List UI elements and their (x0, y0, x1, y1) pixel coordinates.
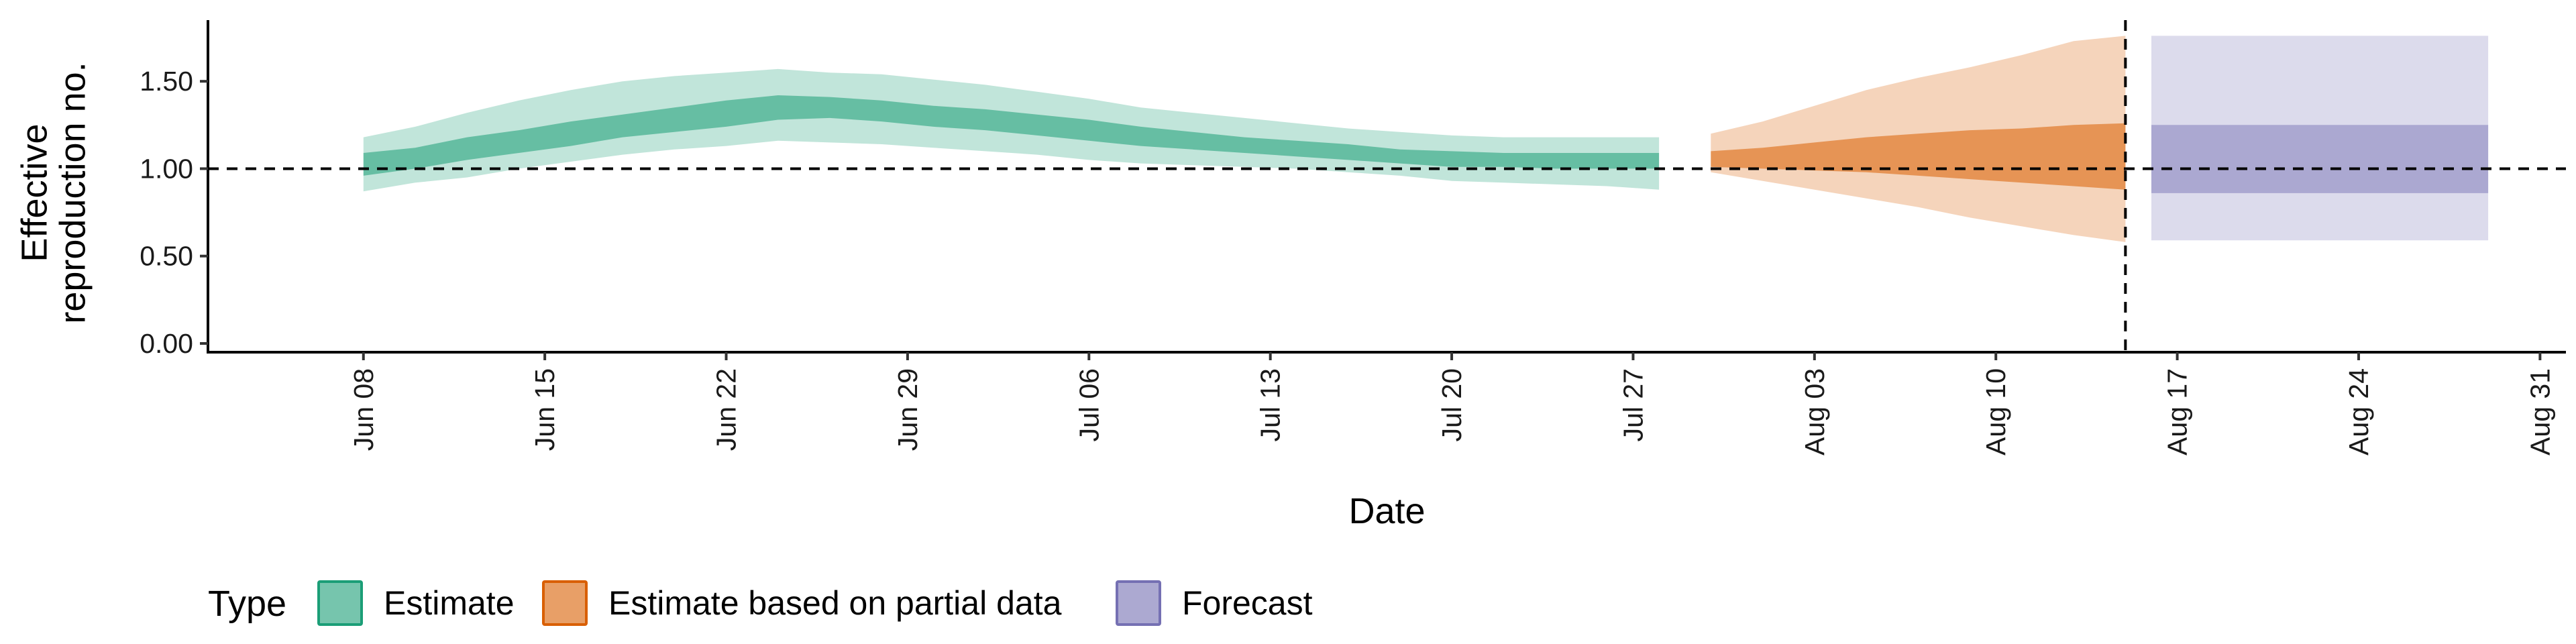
y-axis-title-line: Effective (15, 123, 55, 262)
legend-label-estimate-based-on-partial-data: Estimate based on partial data (608, 584, 1062, 622)
y-axis-title-line: reproduction no. (52, 62, 93, 323)
x-axis-title: Date (1348, 491, 1425, 531)
chart-bands (363, 36, 2489, 242)
legend: Type Estimate Estimate based on partial d… (208, 580, 1313, 626)
x-tick-label: Aug 17 (2162, 368, 2193, 455)
series-forecast (2151, 36, 2489, 241)
y-tick-label: 1.00 (140, 153, 193, 184)
x-tick-label: Aug 31 (2524, 368, 2555, 455)
x-tick-label: Jun 22 (711, 368, 742, 451)
y-axis-title: Effectivereproduction no. (15, 62, 93, 323)
x-tick-label: Aug 03 (1799, 368, 1830, 455)
y-tick-label: 0.50 (140, 241, 193, 272)
x-tick-label: Jul 06 (1073, 368, 1104, 441)
legend-title: Type (208, 584, 286, 624)
y-tick-label: 0.00 (140, 328, 193, 359)
band-90-forecast (2151, 36, 2489, 241)
band-50-estimate (363, 95, 1660, 176)
band-50-forecast (2151, 125, 2489, 193)
y-tick-label: 1.50 (140, 66, 193, 97)
legend-key-forecast (1116, 580, 1161, 626)
series-estimate-based-on-partial-data (1711, 36, 2126, 242)
x-tick-label: Jul 13 (1255, 368, 1286, 441)
x-tick-label: Jul 20 (1436, 368, 1467, 441)
y-axis-ticks: 0.00 0.50 1.00 1.50 (140, 66, 208, 359)
band-50-estimate-based-on-partial-data (1711, 123, 2126, 190)
x-tick-label: Aug 10 (1980, 368, 2011, 455)
legend-label-estimate: Estimate (384, 584, 515, 622)
legend-key-estimate (317, 580, 363, 626)
x-tick-label: Jun 15 (529, 368, 560, 451)
x-tick-label: Jun 08 (348, 368, 379, 451)
x-tick-label: Jun 29 (892, 368, 923, 451)
x-tick-label: Jul 27 (1617, 368, 1648, 441)
series-estimate (363, 68, 1660, 192)
legend-items: Estimate Estimate based on partial data Fo… (317, 580, 1313, 626)
legend-key-estimate-based-on-partial-data (542, 580, 588, 626)
x-tick-label: Aug 24 (2343, 368, 2374, 455)
x-axis-ticks: Jun 08 Jun 15 Jun 22 Jun 29 Jul 06 Jul 13 Jul … (348, 352, 2555, 455)
legend-label-forecast: Forecast (1182, 584, 1313, 622)
